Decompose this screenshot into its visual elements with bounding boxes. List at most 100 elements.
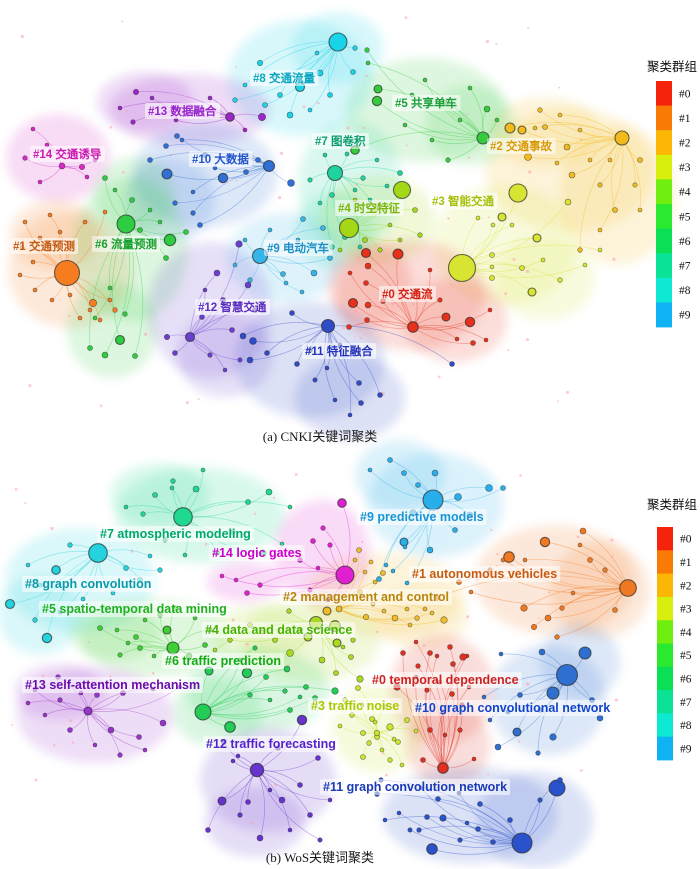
graph-node-a6: [163, 255, 169, 261]
graph-node-b10: [578, 646, 592, 660]
noise-dot: [385, 773, 388, 777]
legend-swatch-#0: [657, 527, 673, 551]
legend-label-#0: #0: [680, 534, 692, 546]
graph-node-b5: [202, 642, 208, 648]
cluster-label-b3: #3 traffic noise: [311, 699, 399, 713]
edge-b6: [202, 668, 288, 713]
noise-dot: [88, 641, 91, 644]
graph-node-a8: [307, 107, 313, 113]
graph-node-a1: [89, 299, 97, 307]
graph-node-a5: [365, 60, 371, 66]
noise-dot: [576, 535, 580, 539]
graph-node-a6: [132, 353, 138, 359]
graph-node-b1: [619, 579, 637, 597]
legend-swatch-#7: [657, 690, 673, 714]
noise-dot: [526, 338, 530, 342]
edge-b2: [338, 605, 385, 612]
cluster-hull-b6: [173, 677, 263, 747]
edge-b1: [533, 587, 629, 628]
graph-node-b6: [247, 692, 253, 698]
graph-node-b11: [435, 796, 441, 802]
legend-label-#3: #3: [680, 604, 692, 616]
noise-dot: [504, 291, 508, 296]
graph-node-a10: [190, 189, 196, 195]
cluster-label-group-b2: #2 management and control: [280, 589, 453, 605]
graph-node-a3: [532, 233, 542, 243]
graph-node-b8: [41, 632, 53, 644]
panel-a: #2 交通事故 #3 智能交通 #5 共享单车 #8 交通流量 #13 数据融合 #14 …: [6, 12, 691, 440]
legend-swatch-#1: [656, 105, 672, 131]
edge-a12: [189, 284, 249, 338]
graph-node-b6: [224, 721, 236, 733]
graph-node-b7: [123, 504, 129, 510]
noise-dot: [234, 65, 237, 69]
edge-a0: [348, 320, 414, 328]
graph-node-b0: [449, 691, 455, 697]
edge-a5: [367, 62, 484, 139]
graph-node-a1: [47, 212, 53, 218]
graph-node-a8: [350, 69, 356, 75]
graph-node-b5: [137, 645, 143, 651]
edge-a2: [527, 137, 623, 159]
cluster-label-group-b10: #10 graph convolutional network: [412, 700, 614, 716]
graph-node-b8: [4, 598, 16, 610]
noise-dot: [14, 487, 18, 491]
edge-b6: [202, 709, 291, 720]
graph-node-a5: [467, 85, 473, 91]
cluster-label-group-a6: #6 流量预测: [92, 236, 160, 252]
edge-b1: [547, 587, 629, 619]
noise-dot: [422, 644, 426, 647]
noise-dot: [580, 138, 583, 141]
cluster-label-bg-a11: [302, 343, 377, 359]
edge-b13: [87, 710, 146, 751]
graph-node-b0: [457, 727, 463, 733]
legend-label-#1: #1: [679, 113, 691, 125]
graph-node-a0: [347, 270, 353, 276]
graph-node-b0: [459, 653, 467, 661]
cluster-label-bg-a6: [92, 236, 160, 252]
legend-label-#1: #1: [680, 557, 692, 569]
graph-node-b6: [297, 694, 303, 700]
graph-node-b1: [520, 604, 528, 612]
legend-a: #0 #1 #2 #3 #4 #5 #6 #7 #8 #9: [656, 81, 691, 328]
cluster-label-a11: #11 特征融合: [305, 344, 373, 358]
cluster-label-group-a9: #9 电动汽车: [264, 240, 333, 256]
graph-node-a13: [242, 127, 248, 133]
graph-node-a9: [300, 216, 306, 222]
graph-node-b10: [481, 694, 487, 700]
legend-swatch-#0: [656, 81, 672, 106]
graph-node-a5: [373, 84, 383, 94]
cluster-label-bg-b1: [409, 566, 561, 582]
edge-a14: [24, 157, 63, 167]
graph-node-a10: [174, 133, 180, 139]
graph-node-a2: [597, 227, 603, 233]
legend-label-#4: #4: [679, 187, 691, 199]
legend-swatch-#8: [656, 277, 672, 303]
graph-node-a11: [358, 400, 364, 406]
noise-dot: [121, 171, 125, 174]
legend-label-#2: #2: [679, 138, 691, 150]
graph-node-a5: [429, 137, 435, 143]
noise-dot: [496, 552, 499, 556]
noise-dot: [486, 773, 490, 776]
graph-node-a12: [222, 367, 228, 373]
cluster-label-group-b6: #6 traffic prediction: [162, 653, 284, 669]
graph-node-b1: [468, 589, 474, 595]
legend-swatch-#3: [656, 154, 672, 180]
graph-node-a10: [255, 157, 261, 163]
graph-node-b3: [360, 730, 366, 736]
cluster-hull-b11: [477, 772, 593, 868]
graph-node-b3: [395, 739, 401, 745]
edge-b6: [202, 697, 316, 717]
graph-node-b9: [431, 469, 439, 477]
graph-node-a2: [612, 207, 618, 213]
graph-node-a2: [524, 153, 532, 161]
edge-b5: [99, 627, 174, 649]
noise-dot: [391, 301, 395, 306]
label-layer-a: #2 交通事故 #3 智能交通 #5 共享单车 #8 交通流量 #13 数据融合 #14 …: [10, 70, 556, 359]
graph-node-b2: [422, 606, 428, 612]
graph-node-a3: [475, 215, 481, 221]
cluster-label-bg-a3: [429, 193, 498, 209]
cluster-label-group-b9: #9 predictive models: [357, 509, 487, 525]
cluster-label-bg-a10: [189, 151, 253, 167]
